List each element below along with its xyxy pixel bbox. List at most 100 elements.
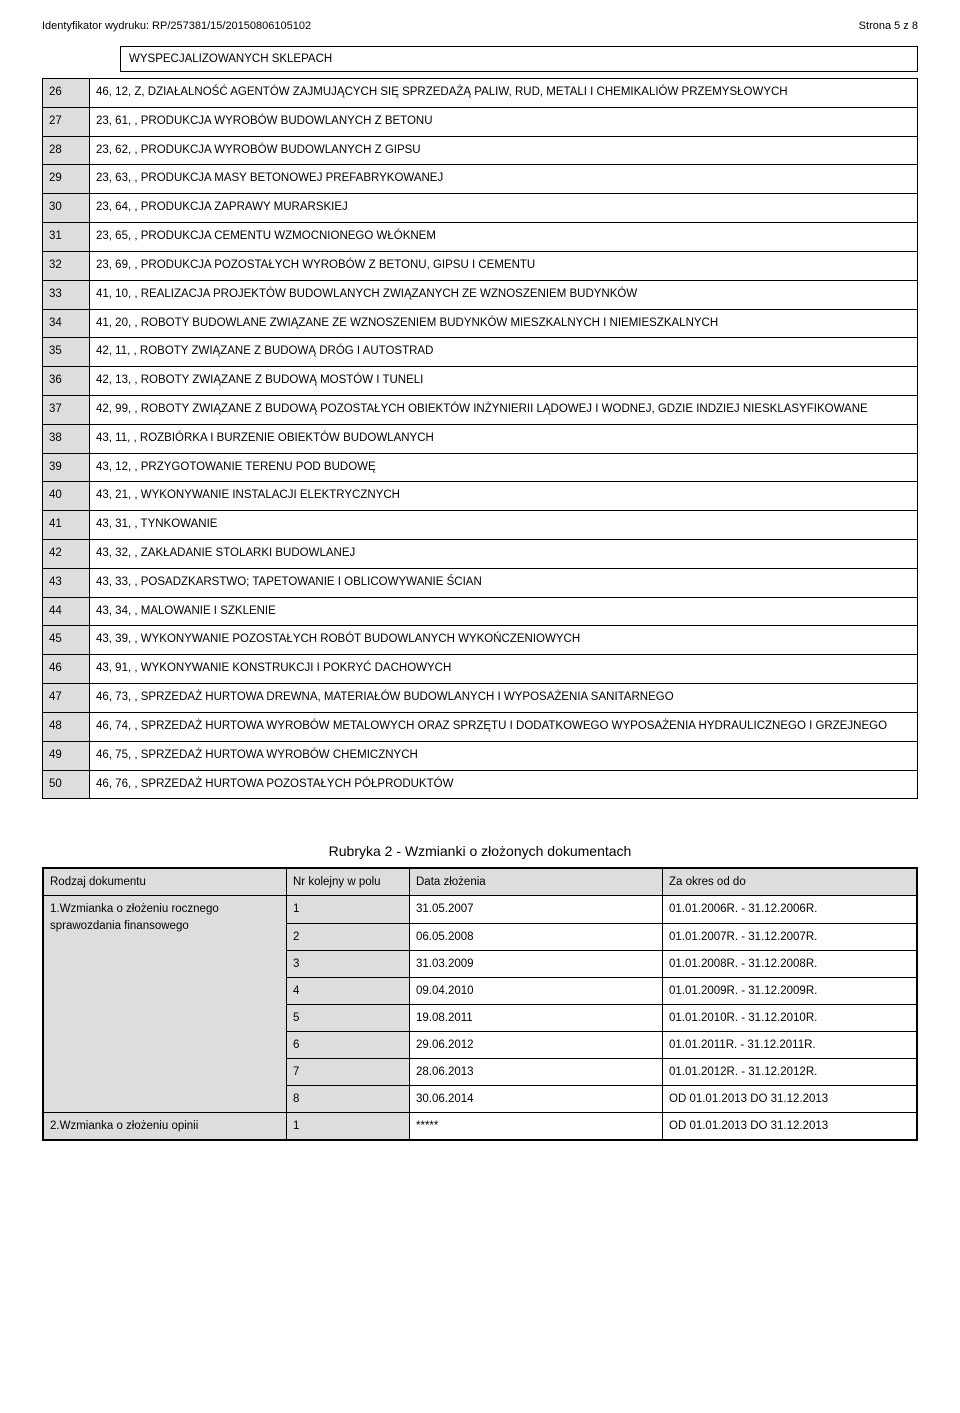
table-row: 2646, 12, Z, DZIAŁALNOŚĆ AGENTÓW ZAJMUJĄ…	[43, 79, 918, 108]
row-number: 31	[43, 223, 90, 252]
row-description: 23, 61, , PRODUKCJA WYROBÓW BUDOWLANYCH …	[90, 107, 918, 136]
table-row: 3642, 13, , ROBOTY ZWIĄZANE Z BUDOWĄ MOS…	[43, 367, 918, 396]
doc-seq: 1	[287, 896, 410, 923]
row-number: 27	[43, 107, 90, 136]
doc-period: 01.01.2010R. - 31.12.2010R.	[663, 1004, 917, 1031]
row-number: 26	[43, 79, 90, 108]
row-description: 43, 91, , WYKONYWANIE KONSTRUKCJI I POKR…	[90, 655, 918, 684]
doc-date: 09.04.2010	[410, 977, 663, 1004]
row-number: 37	[43, 395, 90, 424]
table-row: 3742, 99, , ROBOTY ZWIĄZANE Z BUDOWĄ POZ…	[43, 395, 918, 424]
table-row: 2823, 62, , PRODUKCJA WYROBÓW BUDOWLANYC…	[43, 136, 918, 165]
table-row: 3223, 69, , PRODUKCJA POZOSTAŁYCH WYROBÓ…	[43, 251, 918, 280]
row-number: 36	[43, 367, 90, 396]
row-number: 28	[43, 136, 90, 165]
doc-period: 01.01.2007R. - 31.12.2007R.	[663, 923, 917, 950]
doc-group-label: 1.Wzmianka o złożeniu rocznego sprawozda…	[44, 896, 287, 1113]
doc-period: OD 01.01.2013 DO 31.12.2013	[663, 1086, 917, 1113]
row-number: 32	[43, 251, 90, 280]
doc-seq: 5	[287, 1004, 410, 1031]
row-description: 46, 73, , SPRZEDAŻ HURTOWA DREWNA, MATER…	[90, 684, 918, 713]
row-number: 45	[43, 626, 90, 655]
row-description: 42, 13, , ROBOTY ZWIĄZANE Z BUDOWĄ MOSTÓ…	[90, 367, 918, 396]
print-id: Identyfikator wydruku: RP/257381/15/2015…	[42, 20, 311, 32]
row-number: 46	[43, 655, 90, 684]
table-row: 4143, 31, , TYNKOWANIE	[43, 511, 918, 540]
table-row: 3943, 12, , PRZYGOTOWANIE TERENU POD BUD…	[43, 453, 918, 482]
row-description: 43, 11, , ROZBIÓRKA I BURZENIE OBIEKTÓW …	[90, 424, 918, 453]
doc-col-type: Rodzaj dokumentu	[44, 869, 287, 896]
doc-seq: 6	[287, 1031, 410, 1058]
row-number: 33	[43, 280, 90, 309]
row-description: 23, 64, , PRODUKCJA ZAPRAWY MURARSKIEJ	[90, 194, 918, 223]
row-number: 34	[43, 309, 90, 338]
doc-period: 01.01.2008R. - 31.12.2008R.	[663, 950, 917, 977]
row-description: 43, 21, , WYKONYWANIE INSTALACJI ELEKTRY…	[90, 482, 918, 511]
doc-seq: 8	[287, 1086, 410, 1113]
table-row: 4043, 21, , WYKONYWANIE INSTALACJI ELEKT…	[43, 482, 918, 511]
table-row: 4946, 75, , SPRZEDAŻ HURTOWA WYROBÓW CHE…	[43, 741, 918, 770]
row-description: 46, 74, , SPRZEDAŻ HURTOWA WYROBÓW METAL…	[90, 712, 918, 741]
doc-seq: 2	[287, 923, 410, 950]
doc-date: 30.06.2014	[410, 1086, 663, 1113]
row-description: 23, 62, , PRODUKCJA WYROBÓW BUDOWLANYCH …	[90, 136, 918, 165]
row-description: 43, 32, , ZAKŁADANIE STOLARKI BUDOWLANEJ	[90, 540, 918, 569]
row-number: 29	[43, 165, 90, 194]
doc-date: 31.05.2007	[410, 896, 663, 923]
documents-table: Rodzaj dokumentuNr kolejny w poluData zł…	[43, 868, 917, 1140]
doc-seq: 1	[287, 1113, 410, 1140]
table-row: 5046, 76, , SPRZEDAŻ HURTOWA POZOSTAŁYCH…	[43, 770, 918, 799]
table-row: 2923, 63, , PRODUKCJA MASY BETONOWEJ PRE…	[43, 165, 918, 194]
row-description: 23, 69, , PRODUKCJA POZOSTAŁYCH WYROBÓW …	[90, 251, 918, 280]
doc-period: 01.01.2012R. - 31.12.2012R.	[663, 1058, 917, 1085]
continuation-box: WYSPECJALIZOWANYCH SKLEPACH	[120, 46, 918, 72]
row-description: 42, 99, , ROBOTY ZWIĄZANE Z BUDOWĄ POZOS…	[90, 395, 918, 424]
table-row: 3341, 10, , REALIZACJA PROJEKTÓW BUDOWLA…	[43, 280, 918, 309]
doc-period: OD 01.01.2013 DO 31.12.2013	[663, 1113, 917, 1140]
doc-col-date: Data złożenia	[410, 869, 663, 896]
page-number: Strona 5 z 8	[859, 20, 918, 32]
table-row: 3843, 11, , ROZBIÓRKA I BURZENIE OBIEKTÓ…	[43, 424, 918, 453]
doc-seq: 3	[287, 950, 410, 977]
row-number: 47	[43, 684, 90, 713]
table-row: 3123, 65, , PRODUKCJA CEMENTU WZMOCNIONE…	[43, 223, 918, 252]
row-description: 41, 20, , ROBOTY BUDOWLANE ZWIĄZANE ZE W…	[90, 309, 918, 338]
row-number: 48	[43, 712, 90, 741]
row-number: 38	[43, 424, 90, 453]
doc-seq: 4	[287, 977, 410, 1004]
row-number: 39	[43, 453, 90, 482]
table-row: 4846, 74, , SPRZEDAŻ HURTOWA WYROBÓW MET…	[43, 712, 918, 741]
doc-date: 19.08.2011	[410, 1004, 663, 1031]
row-number: 41	[43, 511, 90, 540]
doc-period: 01.01.2011R. - 31.12.2011R.	[663, 1031, 917, 1058]
row-description: 43, 31, , TYNKOWANIE	[90, 511, 918, 540]
doc-col-period: Za okres od do	[663, 869, 917, 896]
row-description: 46, 12, Z, DZIAŁALNOŚĆ AGENTÓW ZAJMUJĄCY…	[90, 79, 918, 108]
row-description: 23, 63, , PRODUKCJA MASY BETONOWEJ PREFA…	[90, 165, 918, 194]
row-description: 46, 75, , SPRZEDAŻ HURTOWA WYROBÓW CHEMI…	[90, 741, 918, 770]
table-row: 4343, 33, , POSADZKARSTWO; TAPETOWANIE I…	[43, 568, 918, 597]
row-description: 43, 33, , POSADZKARSTWO; TAPETOWANIE I O…	[90, 568, 918, 597]
row-description: 42, 11, , ROBOTY ZWIĄZANE Z BUDOWĄ DRÓG …	[90, 338, 918, 367]
doc-date: 06.05.2008	[410, 923, 663, 950]
row-number: 43	[43, 568, 90, 597]
table-row: 2723, 61, , PRODUKCJA WYROBÓW BUDOWLANYC…	[43, 107, 918, 136]
table-row: 3441, 20, , ROBOTY BUDOWLANE ZWIĄZANE ZE…	[43, 309, 918, 338]
table-row: 4643, 91, , WYKONYWANIE KONSTRUKCJI I PO…	[43, 655, 918, 684]
row-number: 42	[43, 540, 90, 569]
doc-seq: 7	[287, 1058, 410, 1085]
row-description: 43, 39, , WYKONYWANIE POZOSTAŁYCH ROBÓT …	[90, 626, 918, 655]
doc-date: 28.06.2013	[410, 1058, 663, 1085]
activities-table: 2646, 12, Z, DZIAŁALNOŚĆ AGENTÓW ZAJMUJĄ…	[42, 78, 918, 799]
row-description: 41, 10, , REALIZACJA PROJEKTÓW BUDOWLANY…	[90, 280, 918, 309]
section-title: Rubryka 2 - Wzmianki o złożonych dokumen…	[42, 843, 918, 859]
row-number: 44	[43, 597, 90, 626]
doc-col-num: Nr kolejny w polu	[287, 869, 410, 896]
table-row: 3542, 11, , ROBOTY ZWIĄZANE Z BUDOWĄ DRÓ…	[43, 338, 918, 367]
table-row: 4243, 32, , ZAKŁADANIE STOLARKI BUDOWLAN…	[43, 540, 918, 569]
doc-date: *****	[410, 1113, 663, 1140]
table-row: 4746, 73, , SPRZEDAŻ HURTOWA DREWNA, MAT…	[43, 684, 918, 713]
doc-date: 29.06.2012	[410, 1031, 663, 1058]
row-description: 46, 76, , SPRZEDAŻ HURTOWA POZOSTAŁYCH P…	[90, 770, 918, 799]
table-row: 4443, 34, , MALOWANIE I SZKLENIE	[43, 597, 918, 626]
